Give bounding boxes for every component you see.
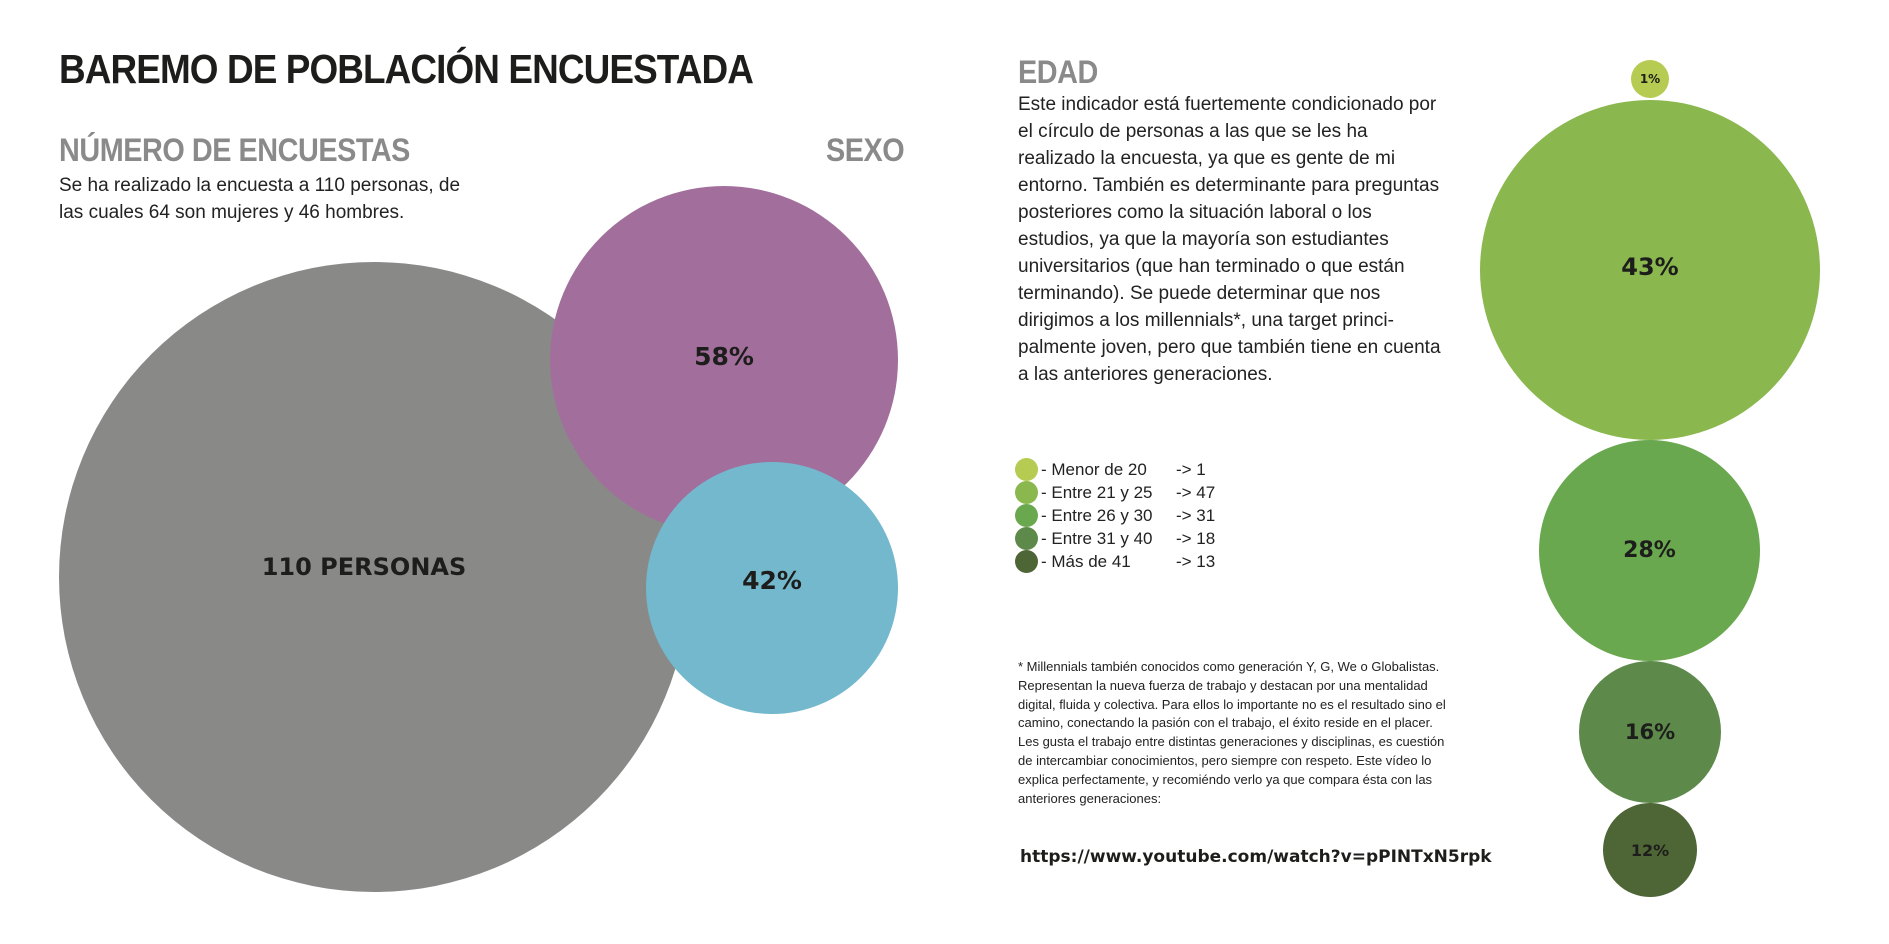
encuestas-heading: NÚMERO DE ENCUESTAS [59, 132, 410, 168]
legend-item-21-25: - Entre 21 y 25 -> 47 [1015, 481, 1215, 504]
edad-bubble-26-30: 28% [1539, 440, 1760, 661]
edad-bubble-31-40: 16% [1579, 661, 1721, 803]
legend-count: -> 18 [1176, 528, 1216, 548]
edad-bubble-label: 28% [1623, 538, 1676, 563]
legend-dot-icon [1015, 550, 1038, 573]
legend-count: -> 13 [1176, 551, 1216, 571]
legend-label: - Entre 21 y 25 [1041, 482, 1153, 502]
edad-text: Este indicador está fuertemente condicio… [1018, 94, 1441, 385]
sexo-bubble-42: 42% [646, 462, 898, 714]
legend-dot-icon [1015, 458, 1038, 481]
page-title: BAREMO DE POBLACIÓN ENCUESTADA [59, 46, 754, 92]
encuestas-text: Se ha realizado la encuesta a 110 person… [59, 175, 461, 223]
total-bubble-label: 110 PERSONAS [261, 553, 467, 581]
legend-dot-icon [1015, 504, 1038, 527]
legend-label: - Entre 31 y 40 [1041, 528, 1153, 548]
edad-bubble-label: 43% [1621, 253, 1679, 281]
legend-count: -> 47 [1176, 482, 1216, 502]
legend-item-menor-20: - Menor de 20 -> 1 [1015, 458, 1206, 481]
legend-label: - Entre 26 y 30 [1041, 505, 1153, 525]
sexo-heading: SEXO [826, 132, 905, 168]
legend-count: -> 31 [1176, 505, 1216, 525]
edad-bubble-label: 1% [1639, 72, 1661, 86]
edad-bubble-label: 12% [1630, 840, 1670, 860]
sexo-bubble-42-label: 42% [742, 565, 802, 595]
edad-bubble-label: 16% [1624, 720, 1676, 744]
edad-bubble-mas-41: 12% [1603, 803, 1697, 897]
millennials-footnote: * Millennials también conocidos como gen… [1018, 659, 1446, 806]
legend-item-26-30: - Entre 26 y 30 -> 31 [1015, 504, 1215, 527]
legend-item-mas-41: - Más de 41 -> 13 [1015, 550, 1215, 573]
edad-bubble-menor-20: 1% [1631, 60, 1669, 98]
edad-heading: EDAD [1018, 54, 1098, 90]
legend-dot-icon [1015, 481, 1038, 504]
legend-count: -> 1 [1176, 459, 1206, 479]
legend-label: - Menor de 20 [1041, 459, 1147, 479]
legend-item-31-40: - Entre 31 y 40 -> 18 [1015, 527, 1215, 550]
sexo-bubble-58-label: 58% [694, 341, 754, 371]
legend-label: - Más de 41 [1041, 551, 1131, 571]
edad-bubble-21-25: 43% [1480, 100, 1820, 440]
legend-dot-icon [1015, 527, 1038, 550]
youtube-link[interactable]: https://www.youtube.com/watch?v=pPINTxN5… [1020, 847, 1492, 867]
